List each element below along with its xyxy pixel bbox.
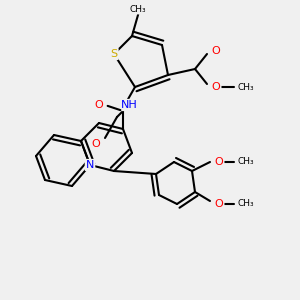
Text: O: O: [212, 82, 220, 92]
Text: O: O: [214, 157, 224, 167]
Text: CH₃: CH₃: [238, 158, 254, 166]
Text: CH₃: CH₃: [130, 4, 146, 14]
Text: N: N: [86, 160, 94, 170]
Text: O: O: [214, 199, 224, 209]
Text: S: S: [110, 49, 118, 59]
Text: CH₃: CH₃: [238, 200, 254, 208]
Text: CH₃: CH₃: [238, 82, 254, 91]
Text: O: O: [92, 139, 100, 149]
Text: O: O: [212, 46, 220, 56]
Text: O: O: [94, 100, 103, 110]
Text: NH: NH: [121, 100, 137, 110]
